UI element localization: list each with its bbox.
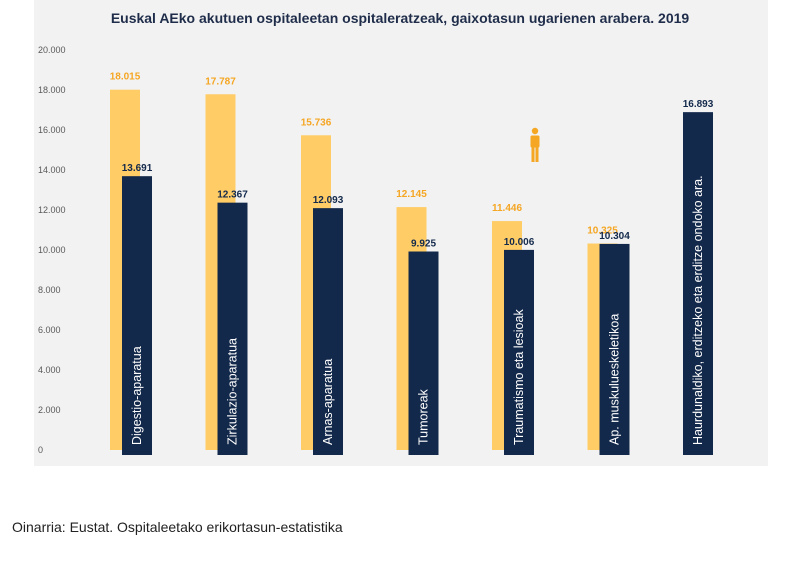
y-tick-label: 16.000 (38, 125, 66, 135)
data-label-female: 17.787 (205, 76, 236, 87)
category-label: Ap. muskulueskeletikoa (608, 314, 622, 445)
data-label-male: 12.367 (217, 190, 248, 201)
data-label-male: 10.304 (599, 231, 630, 242)
data-label-male: 9.925 (411, 239, 436, 250)
bar-male (599, 243, 630, 455)
category-label: Traumatismo eta lesioak (512, 309, 526, 445)
y-tick-label: 12.000 (38, 205, 66, 215)
data-label-male: 16.893 (683, 99, 714, 110)
data-label-female: 18.015 (110, 72, 141, 83)
y-tick-label: 20.000 (38, 45, 66, 55)
bar-male (408, 251, 439, 455)
category-label: Arnas-aparatua (321, 359, 335, 445)
bar-male (504, 249, 534, 455)
bar-male (122, 176, 152, 455)
bar-male (683, 112, 713, 455)
category-label: Zirkulazio-aparatua (226, 338, 240, 445)
data-label-female: 15.736 (301, 117, 332, 128)
y-tick-label: 10.000 (38, 245, 66, 255)
y-tick-label: 14.000 (38, 165, 66, 175)
category-label: Digestio-aparatua (130, 346, 144, 445)
y-tick-label: 18.000 (38, 85, 66, 95)
data-label-female: 10.325 (587, 226, 618, 237)
chart-area: Euskal AEko akutuen ospitaleetan ospital… (34, 0, 768, 466)
data-label-male: 10.006 (504, 237, 535, 248)
y-tick-label: 6.000 (38, 325, 61, 335)
y-tick-label: 2.000 (38, 405, 61, 415)
chart-title: Euskal AEko akutuen ospitaleetan ospital… (111, 10, 690, 26)
category-label: Tumoreak (417, 388, 431, 445)
source-note: Oinarria: Eustat. Ospitaleetako erikorta… (12, 519, 343, 535)
bar-chart: Euskal AEko akutuen ospitaleetan ospital… (38, 10, 714, 455)
bar-male (313, 208, 343, 455)
y-tick-label: 0 (38, 445, 43, 455)
data-label-male: 13.691 (122, 163, 153, 174)
y-tick-label: 8.000 (38, 285, 61, 295)
category-label: Haurdunaldiko, erditzeko eta erditze ond… (691, 175, 705, 445)
y-tick-label: 4.000 (38, 365, 61, 375)
data-label-male: 12.093 (313, 195, 344, 206)
data-label-female: 12.145 (396, 189, 427, 200)
person-icon (530, 127, 540, 162)
bar-male (217, 202, 248, 455)
data-label-female: 11.446 (492, 203, 522, 214)
